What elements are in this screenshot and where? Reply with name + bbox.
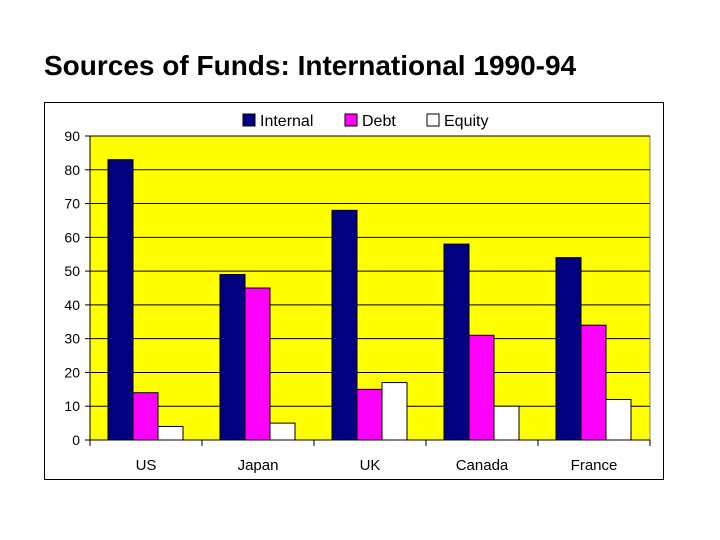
bar-debt-japan <box>244 287 271 441</box>
bar-internal-france <box>555 257 582 441</box>
bars <box>107 159 632 441</box>
y-tick-label: 90 <box>64 128 80 144</box>
bar-internal-canada <box>443 243 470 441</box>
legend-label-equity: Equity <box>444 113 488 130</box>
bar-chart: 0 10 20 30 40 50 60 70 80 90 US Japan UK Canada France… <box>64 113 651 474</box>
bar-equity-uk <box>381 382 408 441</box>
legend-label-internal: Internal <box>260 113 313 130</box>
y-tick-label: 80 <box>64 162 80 178</box>
y-tick-label: 60 <box>64 229 80 245</box>
legend-swatch-debt <box>344 113 358 127</box>
bar-internal-japan <box>219 273 246 441</box>
legend-label-debt: Debt <box>362 113 396 130</box>
x-tick-label: UK <box>360 457 381 474</box>
bar-equity-canada <box>493 405 520 441</box>
slide-title: Sources of Funds: International 1990-94 <box>44 50 577 81</box>
x-tick-label: France <box>571 457 618 474</box>
bar-equity-france <box>605 398 632 441</box>
y-tick-label: 20 <box>64 364 80 380</box>
chart-container: 0 10 20 30 40 50 60 70 80 90 US Japan UK Canada France… <box>44 102 664 480</box>
x-tick-label: Canada <box>456 457 509 474</box>
bar-internal-uk <box>331 209 358 441</box>
y-tick-label: 10 <box>64 398 80 414</box>
bar-debt-france <box>580 324 607 441</box>
y-tick-label: 30 <box>64 331 80 347</box>
bar-equity-japan <box>269 422 296 441</box>
x-tick-label: US <box>136 457 157 474</box>
y-tick-label: 0 <box>72 432 80 448</box>
legend: Internal Debt Equity <box>242 113 488 130</box>
legend-swatch-equity <box>426 113 440 127</box>
bar-equity-us <box>157 425 184 441</box>
bar-debt-us <box>132 392 159 441</box>
x-tick-label: Japan <box>238 457 279 474</box>
y-tick-label: 70 <box>64 196 80 212</box>
legend-swatch-internal <box>242 113 256 127</box>
bar-debt-canada <box>468 334 495 441</box>
bar-internal-us <box>107 159 134 441</box>
y-tick-label: 40 <box>64 297 80 313</box>
bar-debt-uk <box>356 388 383 441</box>
axes: 0 10 20 30 40 50 60 70 80 90 US Japan UK Canada France <box>64 128 651 474</box>
y-tick-label: 50 <box>64 263 80 279</box>
